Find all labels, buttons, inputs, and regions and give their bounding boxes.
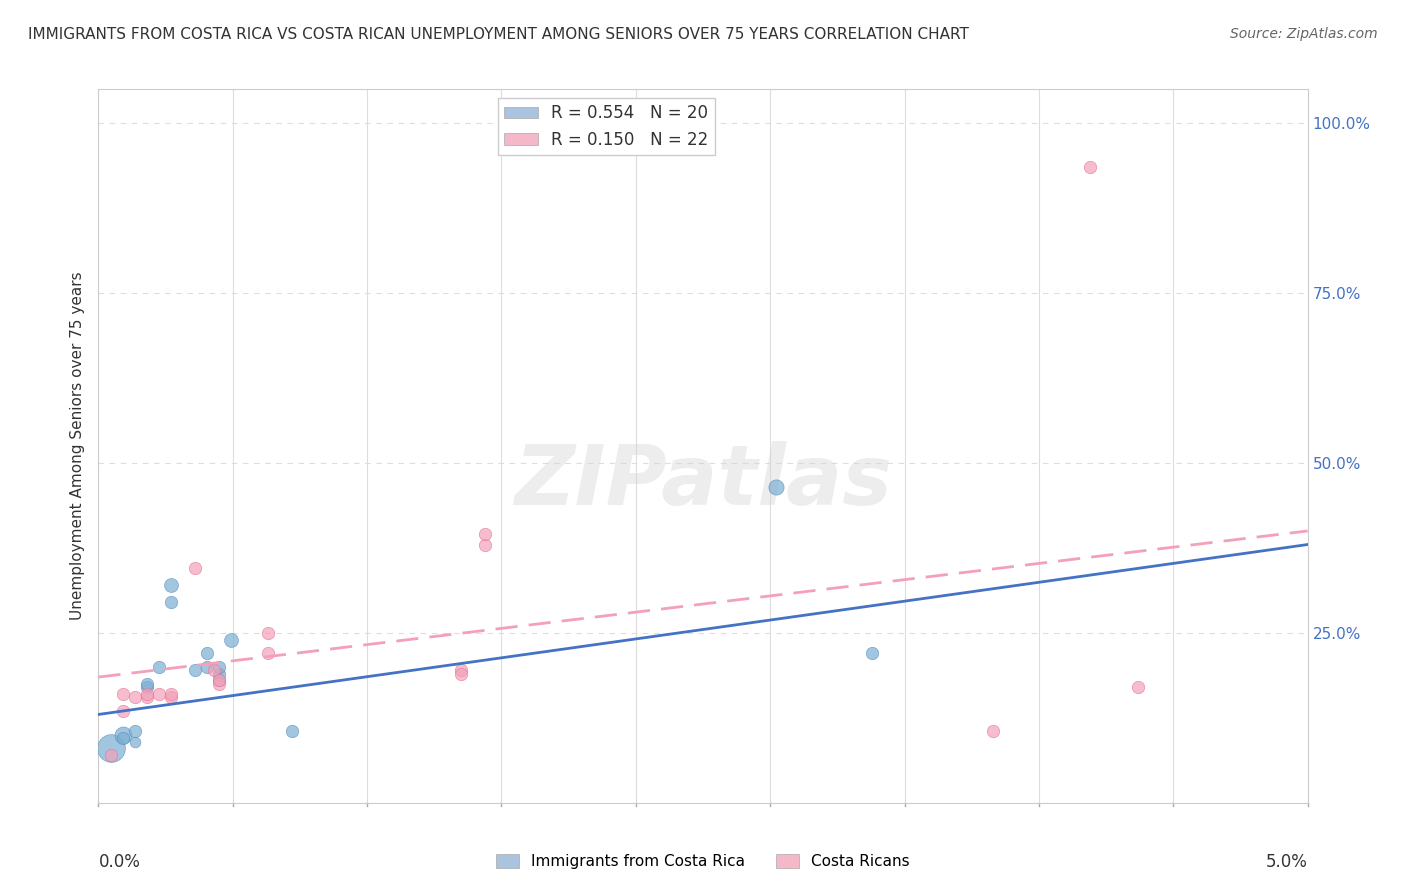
Point xyxy=(111,704,134,718)
Point xyxy=(184,561,207,575)
Point xyxy=(160,595,183,609)
Point xyxy=(474,527,496,541)
Point xyxy=(208,666,231,681)
Text: IMMIGRANTS FROM COSTA RICA VS COSTA RICAN UNEMPLOYMENT AMONG SENIORS OVER 75 YEA: IMMIGRANTS FROM COSTA RICA VS COSTA RICA… xyxy=(28,27,969,42)
Point xyxy=(256,646,278,660)
Point xyxy=(111,687,134,701)
Point xyxy=(204,663,226,677)
Point xyxy=(160,690,183,705)
Point xyxy=(160,578,183,592)
Point xyxy=(124,690,146,705)
Point xyxy=(195,646,218,660)
Point xyxy=(208,673,231,688)
Point xyxy=(148,660,170,674)
Point xyxy=(160,687,183,701)
Point xyxy=(860,646,883,660)
Text: 0.0%: 0.0% xyxy=(98,853,141,871)
Legend: Immigrants from Costa Rica, Costa Ricans: Immigrants from Costa Rica, Costa Ricans xyxy=(491,848,915,875)
Text: Source: ZipAtlas.com: Source: ZipAtlas.com xyxy=(1230,27,1378,41)
Point xyxy=(1078,161,1101,175)
Point xyxy=(135,687,157,701)
Point xyxy=(100,741,122,756)
Point xyxy=(100,748,122,763)
Point xyxy=(281,724,304,739)
Point xyxy=(1128,680,1150,694)
Point xyxy=(256,626,278,640)
Point xyxy=(135,680,157,694)
Text: 5.0%: 5.0% xyxy=(1265,853,1308,871)
Point xyxy=(765,480,787,494)
Point xyxy=(124,724,146,739)
Point xyxy=(195,660,218,674)
Point xyxy=(208,673,231,688)
Point xyxy=(184,663,207,677)
Legend: R = 0.554   N = 20, R = 0.150   N = 22: R = 0.554 N = 20, R = 0.150 N = 22 xyxy=(498,97,714,155)
Y-axis label: Unemployment Among Seniors over 75 years: Unemployment Among Seniors over 75 years xyxy=(69,272,84,620)
Point xyxy=(474,537,496,551)
Point xyxy=(208,660,231,674)
Point xyxy=(981,724,1004,739)
Point xyxy=(111,731,134,746)
Text: ZIPatlas: ZIPatlas xyxy=(515,442,891,522)
Point xyxy=(111,728,134,742)
Point xyxy=(208,677,231,691)
Point xyxy=(124,734,146,748)
Point xyxy=(221,632,243,647)
Point xyxy=(135,690,157,705)
Point xyxy=(148,687,170,701)
Point xyxy=(135,677,157,691)
Point xyxy=(450,663,472,677)
Point xyxy=(450,666,472,681)
